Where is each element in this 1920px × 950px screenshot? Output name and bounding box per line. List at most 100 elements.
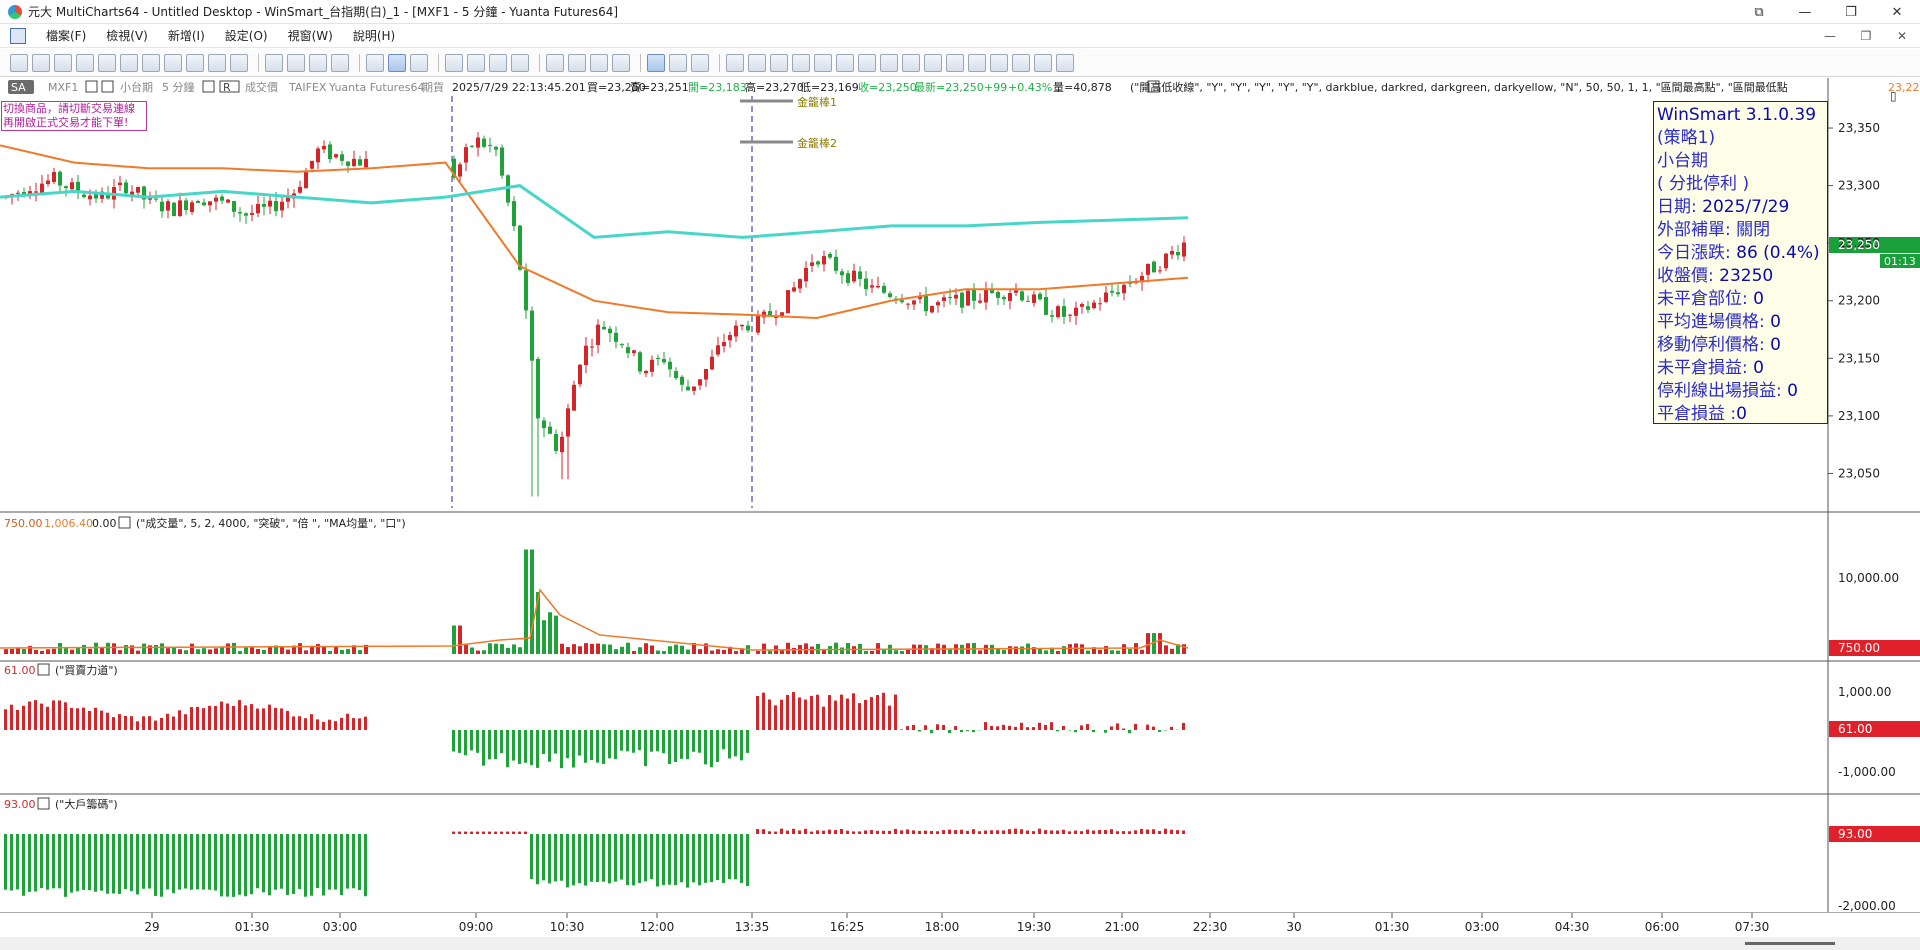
symbol-name-label: 小台期 [120,80,153,94]
strategy-takeprofit-pl: 停利線出場損益: 0 [1657,381,1798,401]
toolbar [0,49,1920,77]
force-bar [82,707,85,730]
toolbar-tool-icon[interactable] [10,53,28,72]
toolbar-tool-icon[interactable] [366,53,384,72]
chips-bar [692,834,695,883]
volume-bar [756,650,760,654]
toolbar-tool-icon[interactable] [309,53,327,72]
toolbar-tool-icon[interactable] [946,53,964,72]
maximize-button[interactable]: ❐ [1845,4,1857,20]
price-candle [1056,306,1060,318]
toolbar-tool-icon[interactable] [410,53,428,72]
menu-view[interactable]: 檢視(V) [106,29,148,43]
toolbar-tool-icon[interactable] [924,53,942,72]
price-candle [1128,282,1132,284]
chips-bar [918,830,921,834]
toolbar-tool-icon[interactable] [726,53,744,72]
price-candle [1158,270,1162,272]
close-button[interactable]: ✕ [1891,4,1903,20]
volume-bar [930,648,934,654]
volume-bar [614,649,618,654]
toolbar-tool-icon[interactable] [1056,53,1074,72]
chips-bar [524,831,527,834]
toolbar-tool-icon[interactable] [612,53,630,72]
toolbar-tool-icon[interactable] [467,53,485,72]
menu-settings[interactable]: 設定(O) [224,29,268,43]
chips-bar [608,834,611,884]
toolbar-tool-icon[interactable] [142,53,160,72]
menu-help[interactable]: 說明(H) [352,29,396,43]
chart-area[interactable]: 23,350 23,300 23,250 23,200 23,150 23,100 23,0… [0,78,1920,950]
toolbar-tool-icon[interactable] [814,53,832,72]
toolbar-tool-icon[interactable] [287,53,305,72]
toolbar-tool-icon[interactable] [590,53,608,72]
toolbar-tool-icon[interactable] [489,53,507,72]
toolbar-tool-icon[interactable] [836,53,854,72]
toolbar-tool-icon[interactable] [990,53,1008,72]
price-candle [1020,291,1024,301]
force-bar [948,730,951,734]
toolbar-tool-icon[interactable] [120,53,138,72]
restore-layout-button[interactable]: ⧉ [1754,4,1764,20]
force-bar [16,709,19,730]
toolbar-tool-icon[interactable] [186,53,204,72]
price-candle [184,200,188,211]
close-label: 收=23,250 [858,80,917,94]
mdi-window-icon[interactable] [10,27,26,44]
strategy-open-position: 未平倉部位: 0 [1657,289,1764,309]
toolbar-tool-icon[interactable] [230,53,248,72]
price-candle [924,295,928,312]
toolbar-tool-icon[interactable] [647,53,665,72]
force-bar [476,730,479,753]
chips-bar [304,834,307,897]
force-bar [4,709,7,730]
toolbar-tool-icon[interactable] [164,53,182,72]
volume-bar [560,643,564,654]
volume-bar [1086,650,1090,654]
toolbar-tool-icon[interactable] [546,53,564,72]
toolbar-tool-icon[interactable] [880,53,898,72]
volume-bar [834,642,838,654]
toolbar-tool-icon[interactable] [511,53,529,72]
toolbar-tool-icon[interactable] [691,53,709,72]
toolbar-tool-icon[interactable] [669,53,687,72]
mdi-restore-button[interactable]: ❐ [1860,29,1872,43]
toolbar-tool-icon[interactable] [32,53,50,72]
price-candle [352,158,356,167]
toolbar-tool-icon[interactable] [770,53,788,72]
toolbar-tool-icon[interactable] [1034,53,1052,72]
volume-bar [196,649,200,654]
toolbar-tool-icon[interactable] [445,53,463,72]
time-axis-label: 22:30 [1193,920,1228,934]
mdi-minimize-button[interactable]: — [1824,29,1836,43]
toolbar-tool-icon[interactable] [748,53,766,72]
menu-file[interactable]: 檔案(F) [46,29,87,43]
chips-bar [118,834,121,894]
volume-bar [70,649,74,654]
toolbar-tool-icon[interactable] [1012,53,1030,72]
minimize-button[interactable]: — [1798,4,1812,20]
menu-window[interactable]: 視窗(W) [287,29,333,43]
price-candle [692,386,696,391]
force-bar [716,730,719,763]
mdi-close-button[interactable]: ✕ [1896,29,1908,43]
chips-bar [316,834,319,889]
chips-bar [518,831,521,834]
price-candle [1062,306,1066,317]
force-bar [112,717,115,730]
toolbar-tool-icon[interactable] [792,53,810,72]
toolbar-tool-icon[interactable] [858,53,876,72]
toolbar-tool-icon[interactable] [54,53,72,72]
force-bar [542,730,545,755]
toolbar-tool-icon[interactable] [968,53,986,72]
toolbar-tool-icon[interactable] [98,53,116,72]
menu-insert[interactable]: 新增(I) [167,29,205,43]
toolbar-tool-icon[interactable] [265,53,283,72]
toolbar-tool-icon[interactable] [208,53,226,72]
toolbar-tool-icon[interactable] [568,53,586,72]
toolbar-tool-icon[interactable] [388,53,406,72]
toolbar-tool-icon[interactable] [76,53,94,72]
toolbar-tool-icon[interactable] [902,53,920,72]
toolbar-separator [359,53,360,72]
toolbar-tool-icon[interactable] [331,53,349,72]
